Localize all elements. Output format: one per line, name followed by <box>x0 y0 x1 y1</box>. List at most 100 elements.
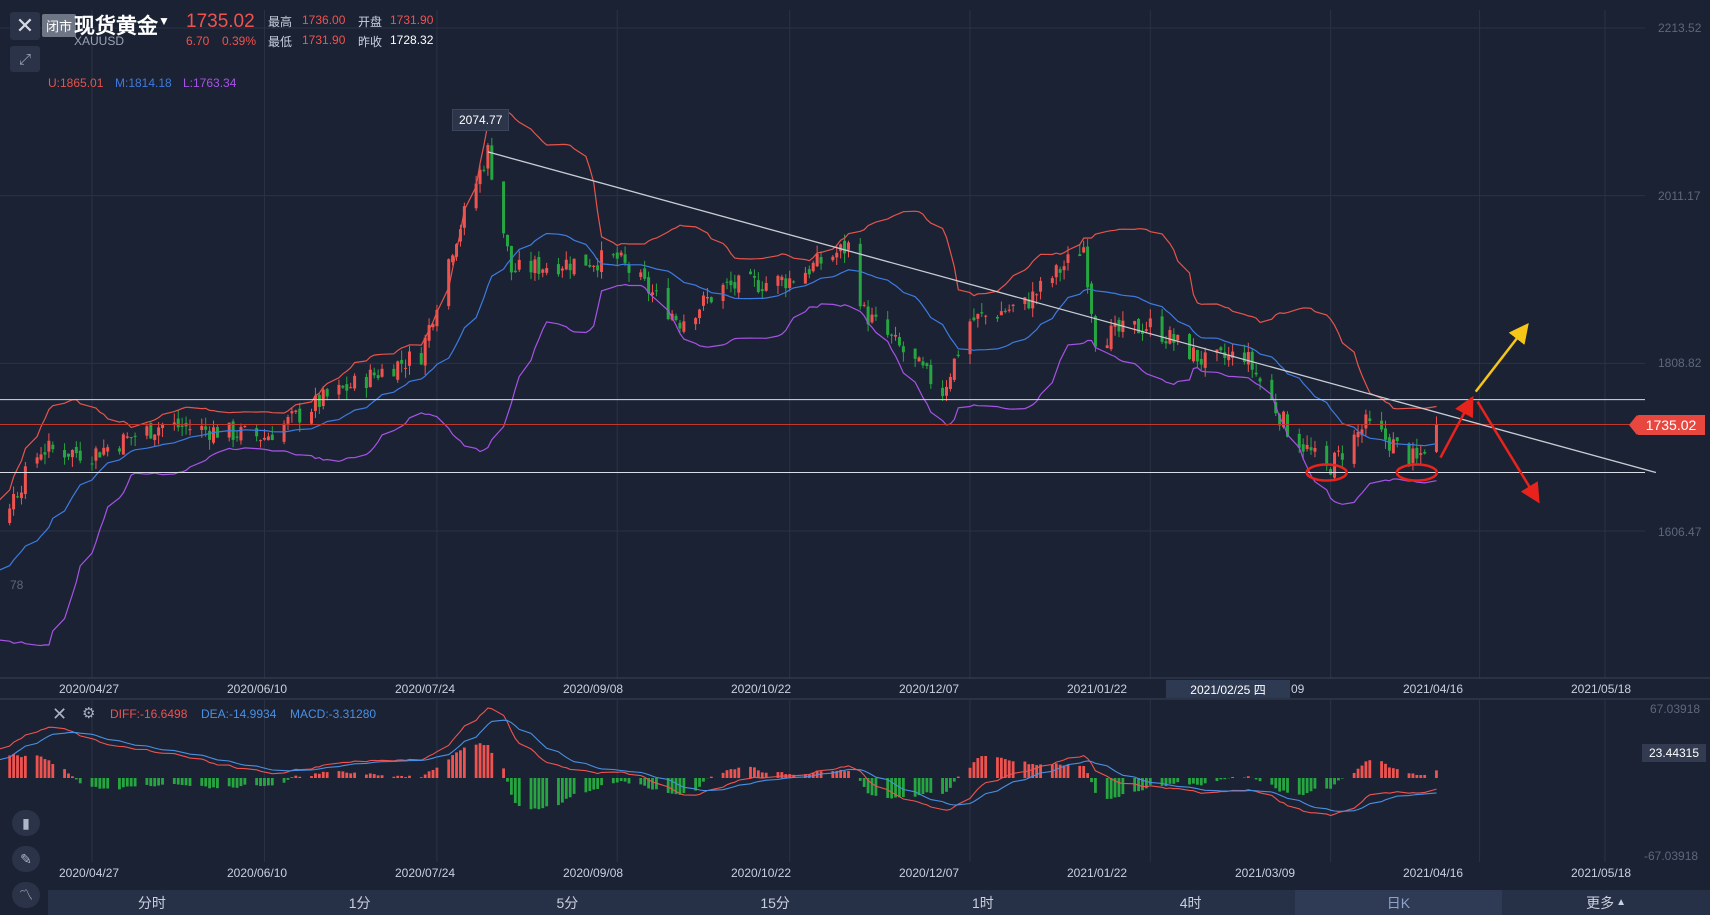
macd-bar <box>596 778 600 789</box>
candle-body <box>16 496 20 498</box>
macd-bar <box>243 778 247 785</box>
candle-body <box>458 229 462 242</box>
macd-bar <box>1133 778 1137 792</box>
period-tab-1h[interactable]: 1时 <box>971 894 994 911</box>
candle-body <box>102 447 106 455</box>
candle-body <box>678 322 682 329</box>
macd-bar <box>1278 778 1282 792</box>
high-label: 最高 <box>268 15 293 29</box>
candle-type-button[interactable]: ▮ <box>12 810 40 836</box>
candle-body <box>121 434 125 455</box>
macd-diff-value: DIFF:-16.6498 <box>110 707 188 721</box>
candle-body <box>188 429 192 431</box>
candle-body <box>161 423 165 429</box>
candle-body <box>972 317 976 321</box>
macd-bar <box>404 777 407 778</box>
period-tab-more[interactable]: 更多 ▲ <box>1502 890 1710 915</box>
macd-bar <box>510 778 513 795</box>
candle-body <box>560 268 564 271</box>
period-tab-daily[interactable]: 日K <box>1294 890 1503 915</box>
macd-bar <box>349 773 353 778</box>
macd-bar <box>847 770 850 778</box>
macd-bar <box>564 778 568 799</box>
candle-body <box>725 281 729 283</box>
candle-body <box>1387 437 1391 451</box>
candle-body <box>513 270 517 273</box>
macd-bar <box>756 770 760 778</box>
macd-bar <box>749 766 752 778</box>
candle-body <box>913 348 917 359</box>
macd-bar <box>803 774 807 778</box>
period-tab-5m[interactable]: 5分 <box>556 894 579 911</box>
macd-bar <box>419 777 423 778</box>
candle-body <box>858 243 862 307</box>
macd-bar <box>427 771 431 778</box>
candle-body <box>341 385 345 388</box>
macd-bar <box>941 778 944 794</box>
gear-icon[interactable]: ⚙ <box>82 705 96 722</box>
macd-bar <box>843 771 846 778</box>
macd-bar <box>212 778 215 788</box>
expand-button[interactable]: ⤢ <box>10 46 40 72</box>
macd-dea-value: DEA:-14.9934 <box>201 707 277 721</box>
candle-body <box>176 418 180 428</box>
draw-tool-button[interactable]: ✎ <box>12 846 40 872</box>
macd-bar <box>972 762 976 778</box>
candle-body <box>862 304 866 306</box>
period-tab-15m[interactable]: 15分 <box>760 894 790 911</box>
period-tab-timeline[interactable]: 分时 <box>137 894 166 911</box>
candle-body <box>431 324 435 328</box>
period-tab-4h[interactable]: 4时 <box>1179 894 1202 911</box>
candle-body <box>1078 254 1082 257</box>
close-button[interactable]: ✕ <box>10 12 40 40</box>
macd-bar <box>400 775 404 778</box>
indicator-button[interactable]: 〽 <box>12 882 40 908</box>
double-bottom-circle <box>1395 463 1439 482</box>
macd-bar <box>482 745 486 778</box>
macd-bar <box>835 770 839 778</box>
candle-body <box>270 434 274 440</box>
macd-bar <box>376 775 380 778</box>
macd-bar <box>1011 761 1015 778</box>
macd-bar <box>200 778 204 786</box>
date-axis-label: 2020/10/22 <box>731 682 792 696</box>
candle-body <box>619 252 623 256</box>
date-axis-label: 2021/01/22 <box>1067 682 1128 696</box>
candle-body <box>682 321 686 332</box>
macd-bar <box>133 778 137 787</box>
candle-body <box>290 411 294 414</box>
symbol-name[interactable]: 现货黄金 <box>74 15 158 38</box>
boll-middle-line <box>0 232 1437 571</box>
macd-date-label: 2021/05/18 <box>1571 866 1632 880</box>
candle-body <box>756 280 760 293</box>
macd-bar <box>1109 778 1113 799</box>
macd-date-label: 2020/07/24 <box>395 866 456 880</box>
macd-bar <box>819 771 823 778</box>
caret-down-icon[interactable]: ▼ <box>158 14 170 28</box>
macd-bar <box>478 743 482 778</box>
candle-body <box>8 508 12 523</box>
period-tab-1m[interactable]: 1分 <box>348 894 371 911</box>
macd-bar <box>455 752 458 778</box>
candle-body <box>133 435 137 437</box>
macd-bar <box>733 769 737 778</box>
candle-body <box>1176 334 1180 341</box>
macd-axis-top: 67.03918 <box>1650 702 1701 716</box>
candle-body <box>1395 437 1399 442</box>
candle-body <box>396 361 400 380</box>
macd-bar <box>23 755 27 778</box>
candle-body <box>149 423 153 439</box>
macd-bar <box>1007 760 1011 778</box>
macd-bar <box>118 778 121 790</box>
candle-body <box>976 314 980 319</box>
macd-bar <box>506 778 509 782</box>
candle-body <box>517 259 521 270</box>
boll-lower-line <box>0 283 1437 647</box>
close-icon[interactable]: ✕ <box>52 704 68 724</box>
macd-bar <box>600 778 603 786</box>
candle-body <box>1223 352 1227 358</box>
macd-bar <box>1199 778 1203 786</box>
candle-body <box>125 436 129 438</box>
macd-bar <box>259 778 262 787</box>
